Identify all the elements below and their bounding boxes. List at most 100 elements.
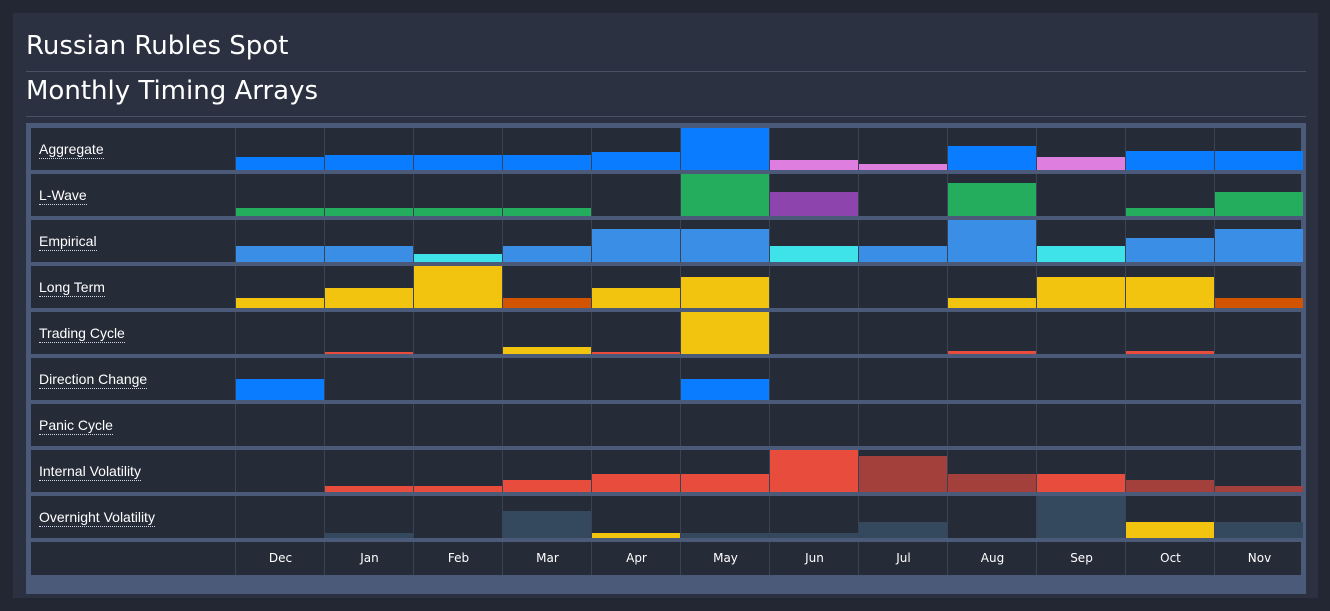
bar-trading-cycle-mar [503,347,591,354]
bar-long-term-feb [414,266,502,308]
row-label-text[interactable]: Empirical [39,233,97,251]
row-label-direction-change[interactable]: Direction Change [39,358,148,400]
cell-internal-volatility-dec [235,450,324,492]
row-label-trading-cycle[interactable]: Trading Cycle [39,312,125,354]
cell-panic-cycle-nov [1214,404,1303,446]
cell-direction-change-mar [502,358,591,400]
cell-panic-cycle-jan [324,404,413,446]
cell-trading-cycle-mar [502,312,591,354]
row-label-panic-cycle[interactable]: Panic Cycle [39,404,113,446]
cell-long-term-sep [1036,266,1125,308]
cell-l-wave-aug [947,174,1036,216]
bar-empirical-may [681,229,769,262]
cell-long-term-may [680,266,769,308]
cell-internal-volatility-nov [1214,450,1303,492]
month-label-nov: Nov [1247,551,1272,565]
cell-internal-volatility-aug [947,450,1036,492]
cell-long-term-oct [1125,266,1214,308]
bar-empirical-apr [592,229,680,262]
row-label-internal-volatility[interactable]: Internal Volatility [39,450,141,492]
bar-overnight-volatility-apr [592,533,680,538]
bar-aggregate-oct [1126,151,1214,170]
cell-l-wave-dec [235,174,324,216]
bar-internal-volatility-mar [503,480,591,492]
cell-direction-change-jul [858,358,947,400]
cell-long-term-nov [1214,266,1303,308]
bar-aggregate-aug [948,146,1036,170]
cell-empirical-may [680,220,769,262]
bar-internal-volatility-jul [859,456,947,492]
cell-panic-cycle-jun [769,404,858,446]
cell-direction-change-may [680,358,769,400]
cell-direction-change-dec [235,358,324,400]
title-divider [26,71,1306,72]
cell-empirical-oct [1125,220,1214,262]
row-label-text[interactable]: Overnight Volatility [39,509,155,527]
cell-aggregate-jul [858,128,947,170]
cell-empirical-aug [947,220,1036,262]
cell-aggregate-dec [235,128,324,170]
chart-panel: Russian Rubles Spot Monthly Timing Array… [13,13,1318,598]
cell-l-wave-may [680,174,769,216]
row-label-text[interactable]: Direction Change [39,371,148,389]
month-cell: Dec [235,542,324,575]
row-label-empirical[interactable]: Empirical [39,220,97,262]
cell-direction-change-sep [1036,358,1125,400]
month-cell: Nov [1214,542,1303,575]
cell-l-wave-jun [769,174,858,216]
cell-direction-change-jan [324,358,413,400]
bar-overnight-volatility-jun [770,533,858,538]
row-label-long-term[interactable]: Long Term [39,266,105,308]
cell-long-term-dec [235,266,324,308]
month-axis: Dec Jan Feb Mar Apr May Jun Jul Aug Sep Oct Nov [31,542,1301,575]
row-label-l-wave[interactable]: L-Wave [39,174,87,216]
cell-trading-cycle-sep [1036,312,1125,354]
cell-l-wave-jul [858,174,947,216]
cell-internal-volatility-feb [413,450,502,492]
subtitle-divider [26,116,1306,117]
cell-overnight-volatility-dec [235,496,324,538]
cell-internal-volatility-may [680,450,769,492]
row-label-overnight-volatility[interactable]: Overnight Volatility [39,496,155,538]
bar-overnight-volatility-oct [1126,522,1214,538]
bar-internal-volatility-oct [1126,480,1214,492]
cell-overnight-volatility-nov [1214,496,1303,538]
month-label-may: May [713,551,738,565]
row-label-aggregate[interactable]: Aggregate [39,128,104,170]
month-label-jul: Jul [896,551,911,565]
bar-aggregate-feb [414,155,502,170]
row-trading-cycle: Trading Cycle [31,312,1301,354]
bar-internal-volatility-jan [325,486,413,492]
bar-empirical-aug [948,220,1036,262]
cell-internal-volatility-jan [324,450,413,492]
cell-empirical-apr [591,220,680,262]
cell-internal-volatility-apr [591,450,680,492]
bar-l-wave-jan [325,208,413,216]
cell-long-term-apr [591,266,680,308]
cell-l-wave-nov [1214,174,1303,216]
row-label-text[interactable]: Trading Cycle [39,325,125,343]
row-label-text[interactable]: Aggregate [39,141,104,159]
cell-empirical-nov [1214,220,1303,262]
cell-overnight-volatility-jan [324,496,413,538]
cell-empirical-jul [858,220,947,262]
bar-internal-volatility-aug [948,474,1036,492]
month-cell: Feb [413,542,502,575]
row-label-text[interactable]: Internal Volatility [39,463,141,481]
bar-internal-volatility-jun [770,450,858,492]
cell-trading-cycle-apr [591,312,680,354]
bar-l-wave-jun [770,192,858,216]
bar-aggregate-jul [859,164,947,170]
cell-panic-cycle-sep [1036,404,1125,446]
month-label-oct: Oct [1160,551,1181,565]
month-label-dec: Dec [268,551,293,565]
cell-trading-cycle-dec [235,312,324,354]
bar-trading-cycle-oct [1126,351,1214,354]
bar-overnight-volatility-nov [1215,522,1303,538]
row-label-text[interactable]: Panic Cycle [39,417,113,435]
row-label-text[interactable]: Long Term [39,279,105,297]
bar-overnight-volatility-sep [1037,496,1125,538]
cell-aggregate-sep [1036,128,1125,170]
row-label-text[interactable]: L-Wave [39,187,87,205]
bar-trading-cycle-apr [592,352,680,354]
